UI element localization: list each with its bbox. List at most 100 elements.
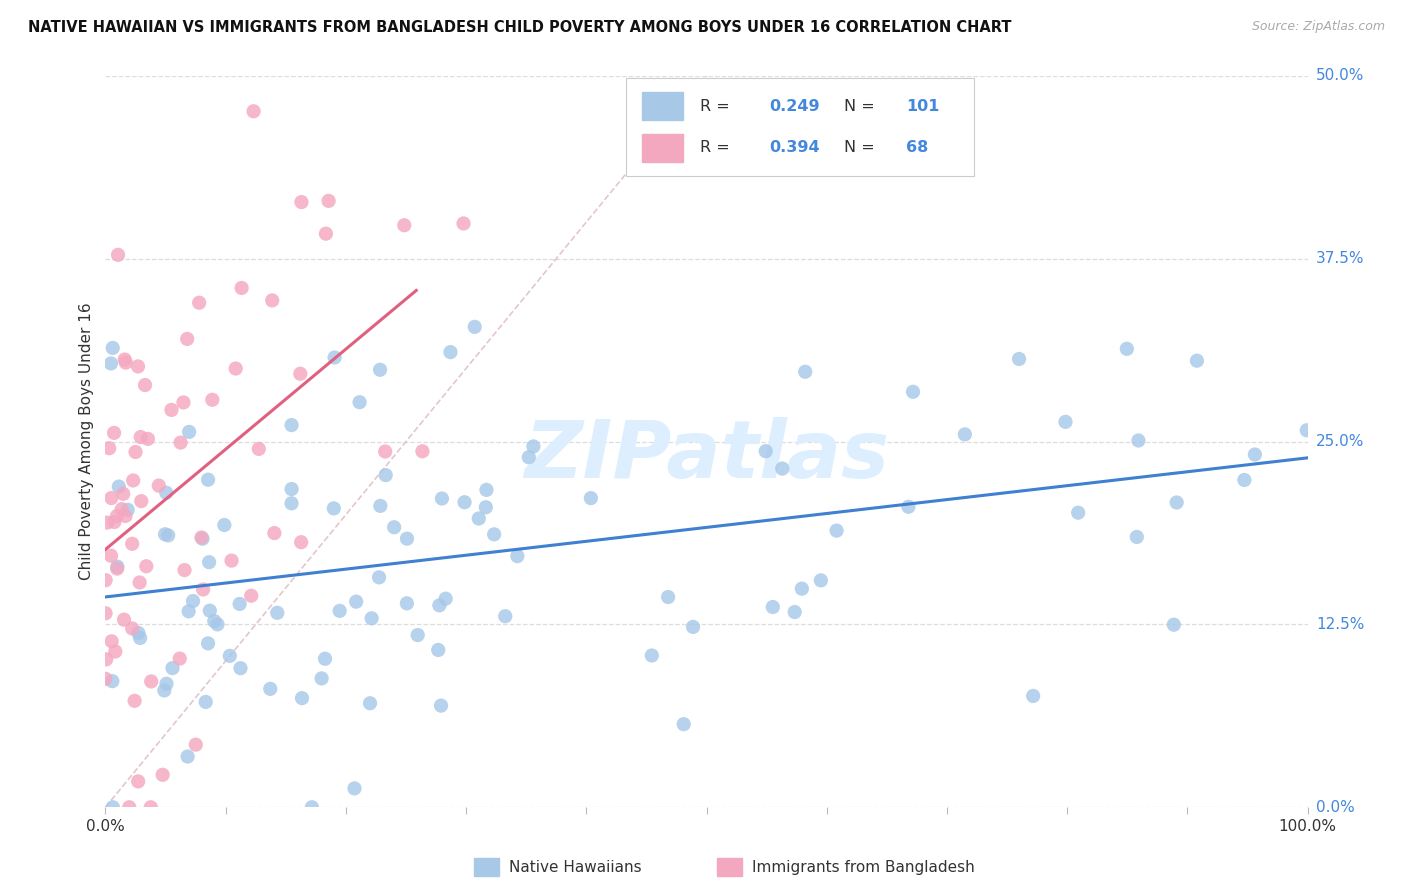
Text: Native Hawaiians: Native Hawaiians	[509, 860, 641, 874]
Point	[107, 248, 129, 262]
Point	[344, 594, 367, 608]
Point	[1054, 415, 1077, 429]
Point	[953, 427, 976, 442]
Point	[111, 502, 134, 516]
Point	[129, 494, 152, 508]
Point	[430, 698, 453, 713]
Point	[810, 574, 832, 588]
Point	[148, 478, 170, 492]
Point	[218, 648, 240, 663]
Point	[176, 332, 198, 346]
Text: 68: 68	[905, 140, 928, 155]
Point	[157, 528, 180, 542]
Point	[122, 474, 145, 488]
Point	[395, 532, 418, 546]
Point	[359, 696, 381, 710]
Point	[394, 219, 416, 233]
Point	[124, 445, 146, 459]
Point	[825, 524, 848, 538]
Point	[124, 694, 146, 708]
Point	[427, 643, 450, 657]
Point	[464, 319, 486, 334]
Point	[329, 604, 352, 618]
Point	[198, 604, 221, 618]
Point	[311, 672, 333, 686]
Point	[112, 487, 135, 501]
Point	[1244, 448, 1267, 462]
Point	[1022, 689, 1045, 703]
Point	[280, 418, 302, 433]
Point	[105, 508, 128, 523]
Point	[315, 227, 337, 241]
Point	[191, 532, 214, 546]
Point	[141, 674, 163, 689]
Point	[100, 634, 122, 648]
Point	[1067, 506, 1090, 520]
Point	[468, 511, 491, 525]
Text: ZIPatlas: ZIPatlas	[524, 417, 889, 495]
Point	[229, 661, 252, 675]
Point	[430, 491, 453, 506]
Point	[427, 599, 450, 613]
Point	[579, 491, 602, 505]
Point	[475, 500, 498, 515]
Point	[1163, 617, 1185, 632]
Point	[155, 485, 177, 500]
Point	[368, 570, 391, 584]
Point	[231, 281, 253, 295]
Point	[177, 425, 200, 439]
Point	[176, 749, 198, 764]
Point	[114, 352, 136, 367]
Point	[247, 442, 270, 456]
Point	[411, 444, 433, 458]
Point	[127, 774, 149, 789]
Point	[228, 597, 250, 611]
Text: 0.0%: 0.0%	[1316, 800, 1354, 814]
Point	[105, 561, 128, 575]
Point	[1295, 423, 1317, 437]
Point	[103, 515, 125, 529]
Point	[101, 341, 124, 355]
Point	[322, 501, 344, 516]
Point	[197, 473, 219, 487]
Text: 0.249: 0.249	[769, 99, 820, 113]
Point	[101, 674, 124, 689]
Point	[100, 549, 122, 563]
Point	[101, 800, 124, 814]
Point	[190, 531, 212, 545]
Point	[98, 441, 121, 455]
Point	[114, 508, 136, 523]
Point	[682, 620, 704, 634]
Point	[103, 425, 125, 440]
Point	[153, 527, 176, 541]
Point	[370, 499, 392, 513]
Point	[139, 800, 162, 814]
Point	[94, 606, 117, 620]
Point	[129, 631, 152, 645]
Point	[368, 363, 391, 377]
Point	[121, 622, 143, 636]
Point	[439, 345, 461, 359]
Point	[280, 482, 302, 496]
Point	[770, 461, 793, 475]
Point	[181, 594, 204, 608]
Point	[194, 695, 217, 709]
Point	[762, 600, 785, 615]
Point	[240, 589, 263, 603]
Point	[290, 535, 312, 549]
Point	[214, 518, 236, 533]
Point	[225, 361, 247, 376]
Point	[207, 617, 229, 632]
Point	[1166, 495, 1188, 509]
Point	[1126, 530, 1149, 544]
Point	[266, 606, 288, 620]
Point	[453, 495, 475, 509]
Point	[301, 800, 323, 814]
Point	[360, 611, 382, 625]
Point	[506, 549, 529, 563]
Point	[259, 681, 281, 696]
Point	[755, 444, 778, 458]
Point	[191, 582, 214, 597]
Point	[94, 672, 117, 686]
Text: 25.0%: 25.0%	[1316, 434, 1364, 449]
